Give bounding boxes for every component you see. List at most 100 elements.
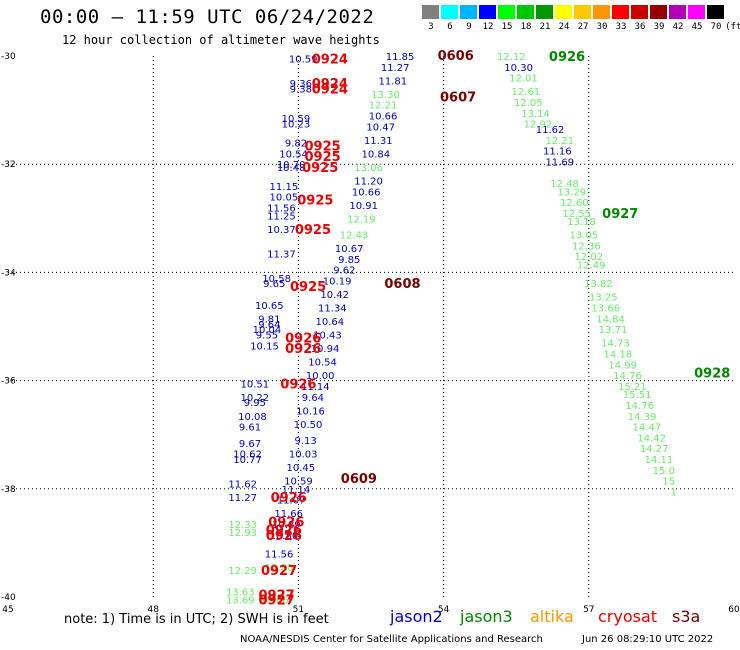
- wave-height-label: 12.36: [572, 241, 601, 252]
- legend-label: 21: [539, 22, 551, 32]
- pass-time-label: 0925: [305, 139, 341, 154]
- y-tick-label: -32: [1, 160, 16, 170]
- wave-height-label: 10.51: [241, 379, 270, 390]
- map-subtitle: 12 hour collection of altimeter wave hei…: [62, 33, 380, 47]
- legend-unit: (ft): [725, 22, 740, 32]
- legend-label: 39: [653, 22, 665, 32]
- legend-swatch: [460, 5, 477, 19]
- legend-label: 45: [691, 22, 703, 32]
- wave-height-label: 9.13: [295, 436, 317, 447]
- wave-height-label: 14.18: [604, 350, 633, 361]
- wave-height-label: 10.58: [262, 274, 291, 285]
- wave-height-label: 10.77: [233, 455, 262, 466]
- wave-height-label: 13.71: [599, 325, 628, 336]
- pass-time-label: 0926: [271, 491, 307, 506]
- wave-height-label: 13.29: [558, 187, 587, 198]
- wave-height-label: 11.07: [277, 496, 306, 507]
- pass-time-label: 0924: [312, 77, 348, 92]
- pass-time-label: 0925: [302, 161, 338, 176]
- pass-time-label: 0926: [285, 331, 321, 346]
- wave-height-label: 10.54: [279, 149, 308, 160]
- legend-swatch: [612, 5, 629, 19]
- pass-time-label: 0926: [280, 377, 316, 392]
- x-tick-label: 60: [728, 605, 740, 615]
- wave-height-label: 10.42: [320, 290, 349, 301]
- pass-time-label: 0927: [602, 207, 638, 222]
- wave-height-label: 12.33: [228, 520, 257, 531]
- legend-label: 18: [520, 22, 532, 32]
- wave-height-label: 10.22: [241, 393, 270, 404]
- wave-height-label: 14.76: [625, 401, 654, 412]
- wave-height-label: 10.48: [277, 163, 306, 174]
- wave-height-label: 10.23: [282, 120, 311, 131]
- wave-height-label: 9.82: [285, 139, 307, 150]
- wave-height-label: 11.85: [386, 52, 415, 63]
- y-tick-label: -34: [1, 268, 16, 278]
- wave-height-label: 10.47: [366, 122, 395, 133]
- legend-swatch: [669, 5, 686, 19]
- wave-height-label: 11.62: [536, 125, 565, 136]
- pass-time-label: 0927: [261, 564, 297, 579]
- wave-height-label: 10.43: [313, 331, 342, 342]
- wave-height-label: 10.15: [250, 341, 279, 352]
- pass-time-label: 0926: [285, 342, 321, 357]
- wave-height-label: 11.62: [228, 479, 257, 490]
- wave-height-label: 11.27: [228, 493, 257, 504]
- pass-time-label: 0925: [295, 223, 331, 238]
- pass-time-label: 0926: [266, 529, 302, 544]
- satellite-name-cryosat: cryosat: [598, 607, 658, 626]
- wave-height-label: 9.64: [302, 393, 324, 404]
- pass-time-label: 0608: [384, 277, 420, 292]
- wave-height-label: 12.55: [562, 209, 591, 220]
- wave-height-label: 13.05: [570, 231, 599, 242]
- wave-height-label: 10.89: [272, 520, 301, 531]
- wave-height-label: 11.14: [301, 382, 330, 393]
- wave-height-label: 10.04: [253, 325, 282, 336]
- wave-height-label: 9.95: [244, 398, 266, 409]
- legend-swatch: [422, 5, 439, 19]
- wave-height-label: 12.21: [545, 136, 574, 147]
- wave-height-label: 15.21: [618, 382, 647, 393]
- legend-label: 36: [634, 22, 646, 32]
- wave-height-label: 14.11: [645, 455, 674, 466]
- wave-height-label: 12.29: [228, 566, 257, 577]
- map-axes: 45 48 51 54 57 60 -30 -32 -34 -36 -38 -40: [1, 52, 740, 615]
- wave-height-label: 11.14: [282, 485, 311, 496]
- y-tick-label: -36: [1, 377, 16, 387]
- pass-time-label: 0607: [440, 91, 476, 106]
- wave-height-label: 14.42: [637, 433, 666, 444]
- wave-height-label: 12.80: [265, 563, 294, 574]
- wave-height-label: 11.56: [265, 550, 294, 561]
- legend-label: 12: [482, 22, 494, 32]
- wave-height-label: 12.12: [497, 52, 526, 63]
- wave-height-label: 12.01: [509, 74, 538, 85]
- pass-time-label: 0925: [297, 193, 333, 208]
- pass-time-label: 0606: [438, 49, 474, 64]
- wave-height-label: 10.91: [349, 201, 378, 212]
- wave-height-label: 11.56: [267, 203, 296, 214]
- legend-swatch: [517, 5, 534, 19]
- wave-height-label: 14.39: [628, 412, 657, 423]
- legend-label: 9: [466, 22, 472, 32]
- wave-height-label: 13.18: [567, 217, 596, 228]
- wave-height-label: 12.61: [512, 87, 541, 98]
- wave-height-label: 10.00: [306, 371, 335, 382]
- wave-height-label: 10.54: [308, 358, 337, 369]
- x-tick-label: 48: [147, 605, 159, 615]
- legend-label: 24: [558, 22, 570, 32]
- wave-height-label: 10.59: [282, 114, 311, 125]
- legend-swatch: [555, 5, 572, 19]
- legend-swatch: [479, 5, 496, 19]
- wave-height-label: 13.69: [226, 596, 255, 607]
- pass-time-label: 0925: [290, 280, 326, 295]
- wave-height-label: 13.06: [354, 163, 383, 174]
- wave-height-label: 12.05: [514, 98, 543, 109]
- wave-height-label: 12.48: [550, 179, 579, 190]
- wave-height-label: 12.92: [524, 120, 553, 131]
- wave-height-label: 14.47: [633, 423, 662, 434]
- legend-swatch: [593, 5, 610, 19]
- wave-height-label: 9.65: [263, 279, 285, 290]
- wave-height-label: 10.08: [238, 412, 267, 423]
- wave-height-label: 12.43: [340, 231, 369, 242]
